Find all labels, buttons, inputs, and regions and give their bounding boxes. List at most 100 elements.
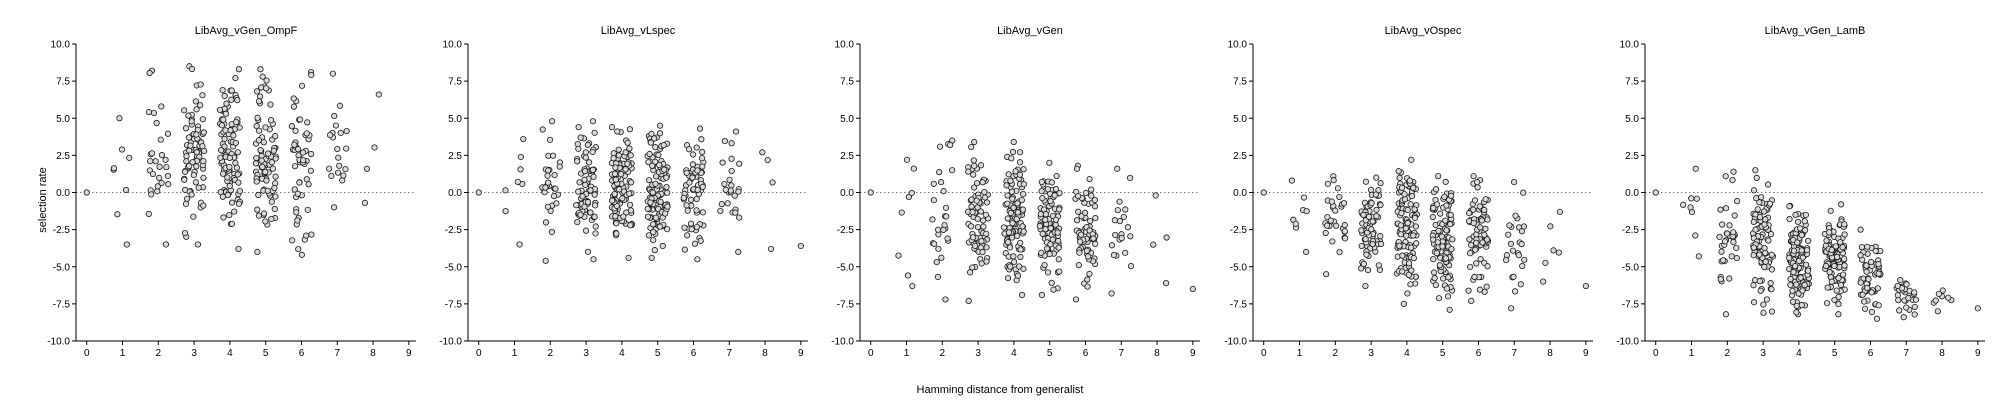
- data-point: [308, 71, 315, 79]
- data-point: [1730, 229, 1737, 236]
- data-point: [977, 208, 984, 215]
- data-point: [1750, 244, 1757, 251]
- data-point: [1762, 258, 1769, 265]
- data-point: [686, 179, 693, 186]
- chart-panel-4: LibAvg_vOspec -10.0 -7.5 -5.0 -2.5 0.0 2.5 5.0 7…: [1224, 25, 1593, 359]
- x-tick-label: 4: [1404, 348, 1410, 359]
- data-point: [1410, 184, 1417, 191]
- data-point: [1404, 220, 1411, 227]
- data-point: [226, 154, 233, 161]
- x-tick-label: 1: [1297, 348, 1303, 359]
- data-point: [699, 163, 706, 170]
- data-point: [1443, 227, 1450, 234]
- data-point: [1826, 269, 1833, 276]
- data-point: [1056, 268, 1063, 275]
- data-point: [645, 177, 653, 184]
- data-point: [1760, 309, 1767, 316]
- data-point: [590, 173, 597, 180]
- data-point: [1857, 226, 1864, 233]
- data-point: [619, 195, 626, 202]
- data-point: [219, 87, 226, 94]
- data-point: [291, 163, 299, 170]
- data-point: [1582, 282, 1589, 290]
- data-point: [1484, 263, 1491, 270]
- data-point: [293, 209, 300, 216]
- data-point: [294, 217, 301, 224]
- data-point: [576, 179, 583, 186]
- data-point: [574, 219, 581, 226]
- data-point: [1407, 201, 1414, 208]
- data-point: [1408, 156, 1415, 163]
- data-point: [1016, 263, 1023, 270]
- data-point: [1009, 220, 1016, 227]
- data-point: [1695, 253, 1702, 260]
- data-point: [1377, 240, 1385, 248]
- data-point: [1092, 240, 1099, 247]
- x-tick-label: 0: [476, 348, 482, 359]
- data-point: [1801, 218, 1808, 225]
- data-point: [655, 205, 662, 213]
- data-point: [1429, 213, 1436, 221]
- data-point: [970, 171, 977, 178]
- data-point: [971, 162, 978, 169]
- data-point: [1752, 211, 1759, 218]
- data-point: [592, 223, 599, 230]
- data-point: [1474, 184, 1481, 191]
- chart-title: LibAvg_vGen_LamB: [1765, 25, 1866, 37]
- data-point: [1124, 224, 1131, 231]
- data-point: [732, 209, 739, 216]
- data-point: [1894, 282, 1901, 290]
- data-point: [1360, 211, 1367, 219]
- data-point: [626, 190, 633, 197]
- data-point: [297, 116, 304, 123]
- data-point: [1509, 247, 1517, 254]
- data-point: [584, 199, 592, 206]
- data-point: [1413, 240, 1420, 247]
- data-point: [736, 214, 743, 221]
- x-tick-label: 2: [940, 348, 946, 359]
- data-point: [1437, 210, 1444, 217]
- data-point: [1375, 262, 1382, 269]
- data-point: [693, 207, 700, 214]
- data-point: [182, 125, 190, 132]
- data-point: [1765, 237, 1772, 244]
- y-tick-label: 0.0: [1233, 188, 1247, 199]
- data-point: [943, 213, 950, 220]
- data-point: [973, 180, 981, 187]
- data-point: [624, 160, 631, 167]
- data-point: [1473, 239, 1480, 246]
- data-point: [546, 136, 554, 143]
- data-point: [1761, 221, 1768, 228]
- data-point: [1073, 165, 1081, 172]
- data-point: [1017, 253, 1024, 261]
- data-point: [1823, 237, 1830, 244]
- data-point: [230, 132, 237, 139]
- data-point: [1430, 269, 1438, 276]
- data-point: [199, 92, 206, 99]
- data-point: [1476, 286, 1483, 293]
- y-tick-label: -10.0: [1224, 337, 1247, 348]
- data-point: [1375, 187, 1382, 194]
- data-point: [693, 195, 700, 203]
- data-point: [1729, 177, 1736, 184]
- data-point: [1503, 252, 1510, 259]
- data-point: [1512, 288, 1519, 295]
- data-point: [233, 118, 240, 126]
- y-tick-label: -2.5: [445, 225, 463, 236]
- data-point: [620, 213, 627, 220]
- data-point: [1802, 211, 1809, 219]
- data-point: [197, 102, 204, 109]
- data-point: [1084, 276, 1091, 283]
- data-point: [1786, 216, 1793, 223]
- y-tick-label: -5.0: [445, 262, 463, 273]
- data-point: [1288, 177, 1295, 184]
- data-point: [236, 187, 243, 195]
- data-point: [1396, 174, 1403, 182]
- data-point: [1831, 262, 1838, 270]
- y-tick-label: 0.0: [1625, 188, 1639, 199]
- x-axis-label: Hamming distance from generalist: [917, 384, 1084, 396]
- x-tick-label: 5: [655, 348, 661, 359]
- data-point: [663, 174, 670, 181]
- data-point: [1442, 255, 1449, 262]
- y-tick-label: 10.0: [1228, 40, 1248, 51]
